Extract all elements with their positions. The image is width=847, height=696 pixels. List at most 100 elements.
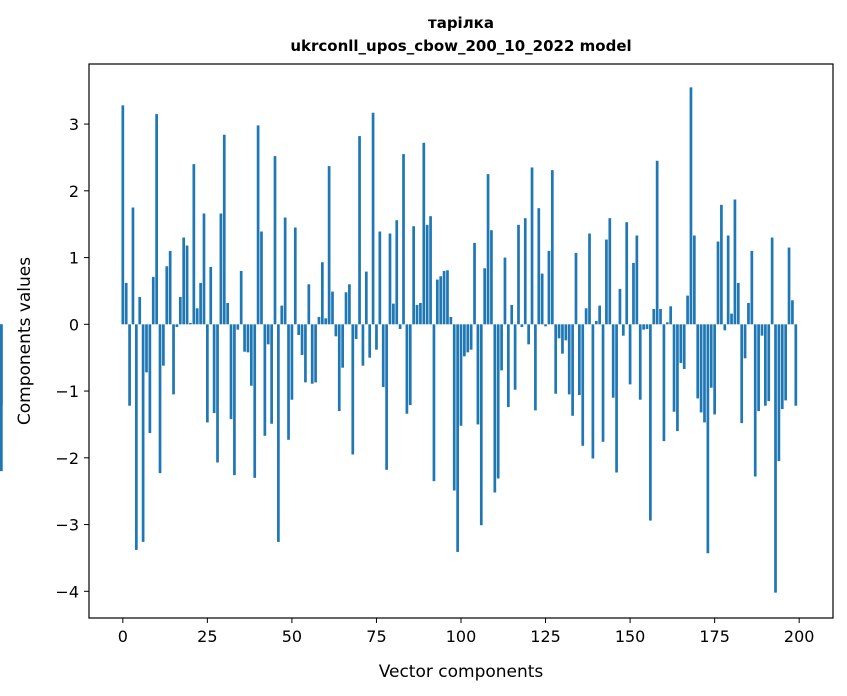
bar	[483, 268, 487, 325]
bar	[206, 324, 209, 423]
bar	[131, 207, 135, 325]
plot-frame	[88, 63, 834, 619]
bar	[317, 316, 321, 325]
bar	[141, 324, 145, 542]
x-tick-label: 50	[282, 627, 302, 646]
bar	[726, 235, 730, 325]
bar	[429, 216, 432, 325]
bar	[388, 233, 392, 325]
bar	[415, 304, 419, 325]
bar	[682, 324, 686, 370]
bar	[124, 282, 128, 325]
bar	[591, 324, 595, 459]
bar	[665, 322, 669, 325]
bar	[449, 316, 453, 325]
bar	[405, 324, 409, 414]
bar	[530, 167, 534, 325]
bar	[567, 324, 571, 395]
bar	[270, 324, 273, 424]
chart-title-line2: ukrconll_upos_cbow_200_10_2022 model	[290, 37, 631, 55]
bar	[249, 324, 253, 386]
chart-title-line1: тарілка	[428, 14, 494, 32]
bar	[175, 324, 179, 327]
bar	[128, 324, 131, 406]
x-axis-label: Vector components	[379, 662, 544, 682]
bar	[0, 324, 3, 406]
bar	[523, 218, 527, 325]
bar	[185, 245, 189, 325]
bar	[703, 324, 706, 423]
bar	[540, 273, 544, 325]
bar	[263, 324, 267, 436]
bar	[466, 324, 470, 353]
bar	[327, 166, 331, 325]
bar	[780, 324, 784, 410]
bar	[202, 213, 206, 325]
bar	[293, 227, 297, 325]
y-tick-label: −2	[55, 449, 79, 468]
bar	[479, 324, 483, 526]
bar	[699, 324, 703, 413]
bar	[226, 302, 230, 325]
bar	[402, 154, 405, 325]
bar	[581, 324, 585, 446]
bar	[642, 324, 645, 330]
bar	[645, 324, 649, 329]
bar	[348, 284, 351, 325]
x-tick-label: 150	[615, 627, 646, 646]
bar	[713, 324, 716, 415]
bar	[696, 324, 700, 399]
bar	[148, 324, 152, 434]
bar	[290, 324, 294, 400]
bar	[720, 204, 723, 325]
bar	[517, 224, 520, 325]
bar	[341, 324, 344, 368]
bar	[432, 324, 436, 482]
y-tick-label: 0	[69, 315, 79, 334]
bar	[229, 324, 233, 420]
bar	[561, 324, 564, 354]
bar	[784, 324, 788, 401]
bar	[452, 324, 456, 491]
bar	[412, 226, 416, 325]
bar	[777, 324, 781, 462]
bar	[760, 324, 764, 336]
bar	[753, 324, 757, 477]
bar	[287, 324, 290, 440]
bar	[743, 324, 747, 359]
bar	[594, 320, 598, 325]
bar	[162, 324, 165, 366]
bar	[588, 233, 591, 325]
bar	[151, 276, 155, 325]
bar	[320, 262, 324, 325]
bar	[544, 324, 547, 327]
bar	[571, 324, 574, 416]
bar	[649, 324, 652, 521]
bar	[770, 237, 774, 325]
bar	[178, 296, 182, 325]
bar	[459, 324, 463, 426]
bar	[706, 324, 710, 554]
bar	[239, 270, 243, 325]
bar	[506, 324, 510, 408]
bar	[490, 230, 493, 325]
bar	[344, 292, 348, 325]
bar	[155, 114, 158, 325]
x-tick-label: 0	[118, 627, 128, 646]
bar	[385, 324, 388, 470]
bar	[310, 324, 314, 384]
bar	[764, 324, 767, 406]
bar	[486, 174, 490, 325]
bar	[757, 324, 760, 412]
bar	[168, 250, 172, 325]
bar	[655, 160, 659, 325]
bar	[473, 242, 476, 325]
bar	[304, 324, 307, 383]
bar	[398, 324, 402, 329]
bar	[500, 324, 503, 371]
bar	[351, 324, 355, 455]
bar	[192, 164, 196, 325]
bar	[314, 324, 317, 383]
bar	[605, 239, 608, 325]
